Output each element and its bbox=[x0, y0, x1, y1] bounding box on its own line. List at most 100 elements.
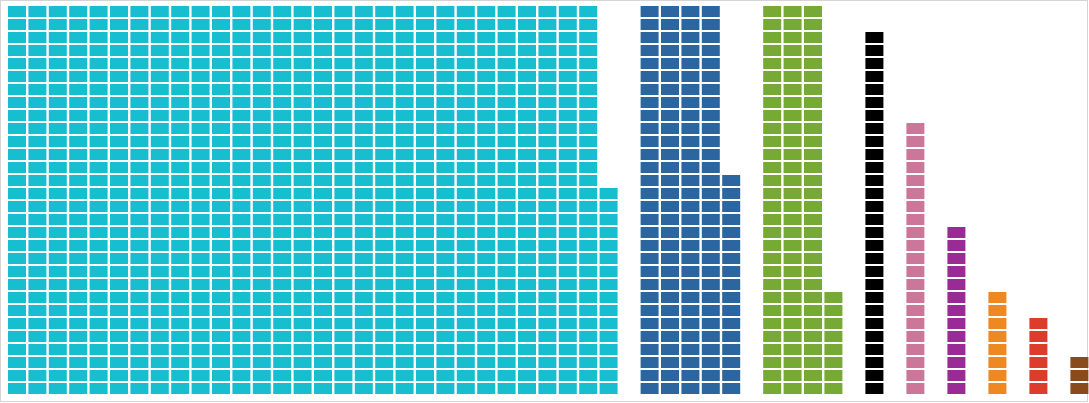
waffle-cell bbox=[171, 6, 190, 17]
waffle-cell bbox=[48, 162, 67, 173]
waffle-cell bbox=[477, 305, 496, 316]
waffle-cell bbox=[497, 136, 516, 147]
waffle-cell bbox=[48, 253, 67, 264]
waffle-cell bbox=[518, 383, 536, 394]
waffle-cell bbox=[416, 266, 434, 277]
waffle-cell bbox=[681, 19, 700, 30]
waffle-cell bbox=[661, 253, 679, 264]
waffle-cell bbox=[314, 240, 332, 251]
waffle-cell bbox=[579, 19, 598, 30]
waffle-cell bbox=[906, 331, 925, 342]
waffle-cell bbox=[477, 214, 496, 225]
waffle-cell bbox=[354, 370, 373, 381]
waffle-cell bbox=[354, 32, 373, 43]
waffle-cell bbox=[416, 331, 434, 342]
waffle-cell bbox=[538, 266, 557, 277]
waffle-cell bbox=[804, 305, 822, 316]
waffle-cell bbox=[518, 292, 536, 303]
waffle-cell bbox=[865, 71, 884, 82]
waffle-cell bbox=[661, 175, 679, 186]
waffle-cell bbox=[354, 318, 373, 329]
waffle-cell bbox=[477, 318, 496, 329]
waffle-cell bbox=[252, 292, 271, 303]
waffle-cell bbox=[48, 19, 67, 30]
waffle-cell bbox=[28, 162, 47, 173]
waffle-cell bbox=[701, 71, 720, 82]
waffle-cell bbox=[640, 383, 659, 394]
waffle-cell bbox=[150, 318, 169, 329]
waffle-cell bbox=[579, 188, 598, 199]
waffle-cell bbox=[988, 357, 1007, 368]
waffle-cell bbox=[150, 253, 169, 264]
waffle-cell bbox=[436, 123, 455, 134]
waffle-cell bbox=[661, 136, 679, 147]
waffle-cell bbox=[191, 214, 210, 225]
waffle-cell bbox=[456, 201, 475, 212]
waffle-cell bbox=[783, 110, 802, 121]
waffle-cell bbox=[314, 149, 332, 160]
waffle-cell bbox=[293, 370, 312, 381]
waffle-cell bbox=[456, 292, 475, 303]
waffle-cell bbox=[558, 71, 577, 82]
waffle-cell bbox=[273, 84, 292, 95]
waffle-cell bbox=[314, 32, 332, 43]
waffle-cell bbox=[150, 344, 169, 355]
waffle-cell bbox=[661, 266, 679, 277]
waffle-cell bbox=[354, 71, 373, 82]
waffle-cell bbox=[558, 97, 577, 108]
waffle-cell bbox=[150, 123, 169, 134]
waffle-cell bbox=[130, 188, 149, 199]
waffle-cell bbox=[375, 318, 394, 329]
waffle-cell bbox=[8, 227, 26, 238]
waffle-cell bbox=[497, 227, 516, 238]
waffle-cell bbox=[701, 331, 720, 342]
waffle-cell bbox=[293, 292, 312, 303]
waffle-cell bbox=[558, 201, 577, 212]
waffle-cell bbox=[8, 214, 26, 225]
waffle-cell bbox=[110, 110, 128, 121]
waffle-cell bbox=[865, 214, 884, 225]
waffle-cell bbox=[191, 45, 210, 56]
waffle-cell bbox=[293, 136, 312, 147]
waffle-cell bbox=[477, 110, 496, 121]
waffle-cell bbox=[89, 149, 108, 160]
waffle-cell bbox=[640, 344, 659, 355]
waffle-cell bbox=[334, 97, 353, 108]
waffle-cell bbox=[988, 318, 1007, 329]
waffle-cell bbox=[906, 240, 925, 251]
waffle-cell bbox=[232, 175, 251, 186]
waffle-cell bbox=[640, 123, 659, 134]
waffle-cell bbox=[947, 318, 966, 329]
waffle-cell bbox=[334, 344, 353, 355]
waffle-cell bbox=[8, 149, 26, 160]
waffle-cell bbox=[599, 292, 618, 303]
waffle-cell bbox=[436, 370, 455, 381]
waffle-cell bbox=[28, 331, 47, 342]
waffle-cell bbox=[477, 357, 496, 368]
waffle-cell bbox=[416, 214, 434, 225]
waffle-cell bbox=[497, 331, 516, 342]
waffle-cell bbox=[191, 201, 210, 212]
waffle-cell bbox=[763, 175, 782, 186]
waffle-cell bbox=[456, 266, 475, 277]
waffle-cell bbox=[477, 149, 496, 160]
waffle-cell bbox=[69, 136, 88, 147]
waffle-cell bbox=[661, 318, 679, 329]
waffle-cell bbox=[538, 136, 557, 147]
waffle-cell bbox=[456, 331, 475, 342]
waffle-cell bbox=[191, 370, 210, 381]
waffle-cell bbox=[804, 292, 822, 303]
waffle-cell bbox=[783, 6, 802, 17]
waffle-cell bbox=[191, 32, 210, 43]
waffle-cell bbox=[130, 6, 149, 17]
waffle-cell bbox=[906, 201, 925, 212]
waffle-cell bbox=[48, 292, 67, 303]
waffle-cell bbox=[252, 6, 271, 17]
waffle-cell bbox=[314, 201, 332, 212]
waffle-cell bbox=[171, 266, 190, 277]
waffle-cell bbox=[804, 71, 822, 82]
waffle-cell bbox=[89, 357, 108, 368]
waffle-cell bbox=[538, 149, 557, 160]
waffle-cell bbox=[599, 253, 618, 264]
